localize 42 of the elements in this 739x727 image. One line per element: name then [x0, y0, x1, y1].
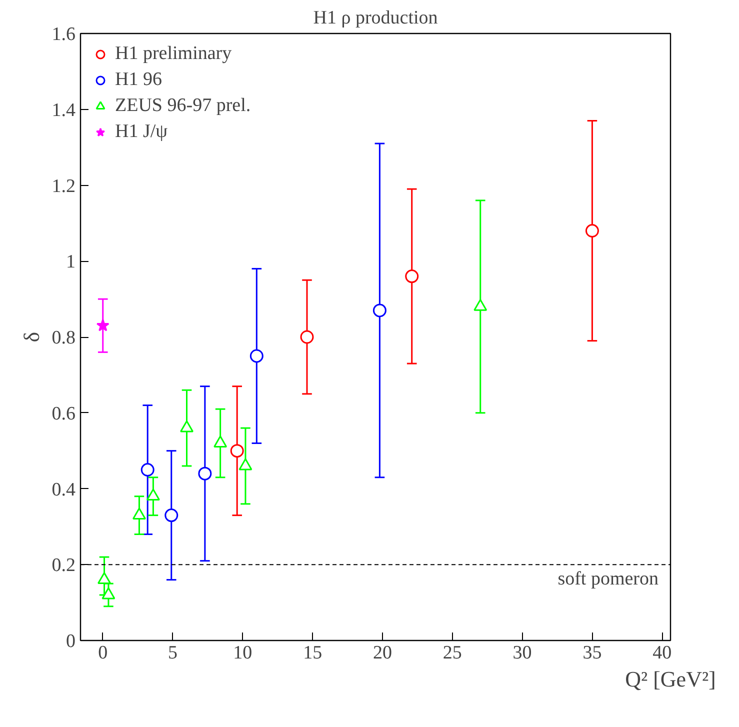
point	[180, 420, 194, 432]
point	[238, 458, 252, 470]
point	[230, 444, 244, 458]
point	[96, 318, 110, 332]
point	[372, 304, 386, 318]
point	[250, 349, 264, 363]
point	[132, 508, 146, 520]
y-tick-label: 0.4	[52, 479, 76, 500]
y-tick-label: 1.6	[52, 24, 76, 45]
point	[164, 508, 178, 522]
x-tick-label: 5	[168, 642, 178, 664]
x-tick-label: 15	[303, 642, 322, 664]
point	[102, 587, 116, 600]
point	[214, 436, 228, 448]
y-axis-title: δ	[18, 332, 44, 342]
point	[405, 270, 419, 284]
x-tick-label: 0	[98, 642, 108, 664]
point	[146, 488, 160, 501]
y-tick-label: 0.6	[52, 403, 76, 424]
y-tick-label: 1.2	[52, 176, 76, 197]
legend-label: H1 96	[115, 69, 162, 91]
y-tick-label: 1	[66, 252, 76, 273]
legend-label: ZEUS 96-97 prel.	[115, 95, 251, 117]
x-tick-label: 10	[233, 642, 252, 664]
point	[585, 224, 599, 238]
ref-line-label: soft pomeron	[558, 568, 659, 590]
point	[198, 466, 212, 480]
x-tick-label: 35	[582, 642, 602, 664]
y-tick-label: 0.2	[52, 555, 76, 576]
chart-title: H1 ρ production	[313, 8, 438, 28]
x-tick-label: 40	[652, 642, 672, 664]
legend-label: H1 preliminary	[115, 43, 232, 65]
point	[300, 330, 314, 344]
x-axis-title: Q² [GeV²]	[625, 666, 716, 692]
x-tick-label: 30	[512, 642, 532, 664]
y-tick-label: 0.8	[52, 328, 76, 348]
y-tick-label: 1.4	[52, 100, 76, 121]
legend-label: H1 J/ψ	[115, 121, 168, 143]
point	[140, 463, 154, 477]
x-tick-label: 20	[372, 642, 392, 664]
x-tick-label: 25	[442, 642, 462, 664]
point	[98, 572, 112, 584]
